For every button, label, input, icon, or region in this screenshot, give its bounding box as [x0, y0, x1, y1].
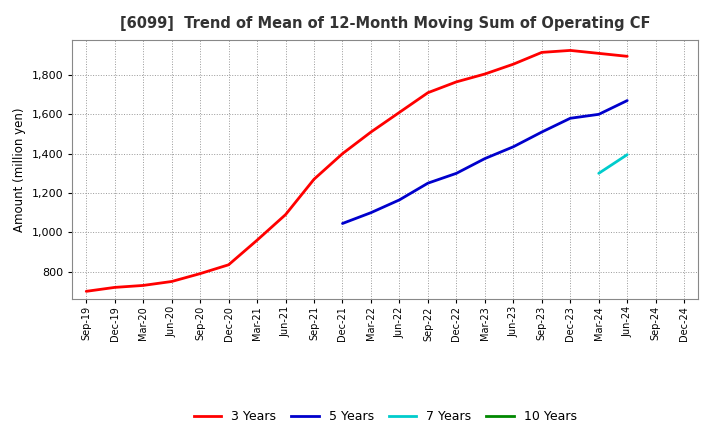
Y-axis label: Amount (million yen): Amount (million yen)	[13, 107, 26, 231]
Legend: 3 Years, 5 Years, 7 Years, 10 Years: 3 Years, 5 Years, 7 Years, 10 Years	[189, 405, 582, 428]
Title: [6099]  Trend of Mean of 12-Month Moving Sum of Operating CF: [6099] Trend of Mean of 12-Month Moving …	[120, 16, 650, 32]
